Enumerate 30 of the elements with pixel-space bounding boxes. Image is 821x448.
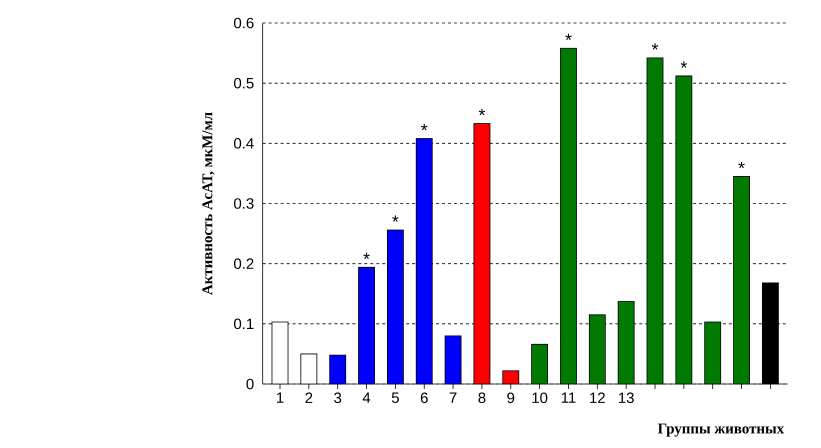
data-label: * xyxy=(421,124,428,130)
data-label: * xyxy=(478,108,486,116)
y-tick-label: 0.5 xyxy=(234,78,254,88)
data-label: * xyxy=(565,34,572,40)
x-tick-label: 3 xyxy=(334,392,342,404)
data-label: * xyxy=(392,215,399,222)
y-tick-label: 0.4 xyxy=(234,138,254,149)
x-tick-label: 1 xyxy=(276,392,284,403)
y-tick-label: 0.1 xyxy=(234,318,254,330)
x-tick-label: 12 xyxy=(590,392,605,403)
x-tick-label: 11 xyxy=(562,392,576,403)
y-tick-label: 0.2 xyxy=(234,258,254,269)
x-tick-label: 2 xyxy=(305,392,312,403)
x-tick-label: 4 xyxy=(362,392,370,403)
x-tick-label: 7 xyxy=(450,392,456,403)
x-tick-label: 13 xyxy=(618,392,634,404)
x-tick-label: 6 xyxy=(420,392,428,404)
x-tick-label: 5 xyxy=(392,392,399,403)
y-tick-label: 0.6 xyxy=(234,18,254,28)
x-axis-title: Группы животных xyxy=(658,424,784,437)
data-label: * xyxy=(680,61,688,68)
data-label: * xyxy=(652,43,658,50)
y-tick-label: 0 xyxy=(246,378,254,390)
y-tick-label: 0.3 xyxy=(234,198,254,209)
data-label: * xyxy=(738,162,745,168)
x-tick-label: 8 xyxy=(478,392,486,404)
data-label: * xyxy=(363,252,370,260)
x-tick-label: 9 xyxy=(507,392,514,404)
x-tick-label: 10 xyxy=(532,392,548,404)
y-axis-title: Активность АсАТ, мкМ/мл xyxy=(202,112,215,295)
